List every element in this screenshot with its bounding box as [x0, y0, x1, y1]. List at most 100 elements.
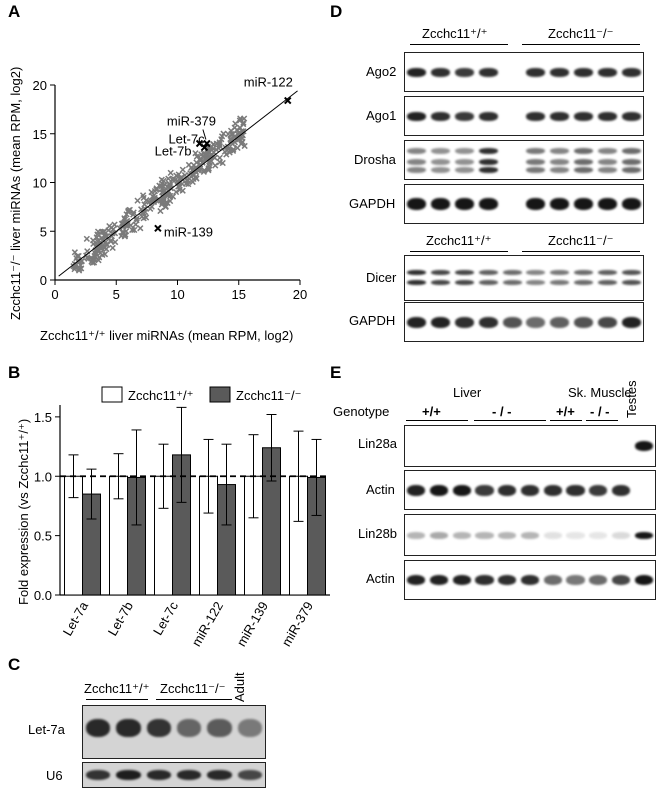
e-genotype-2: - / -	[492, 404, 512, 419]
scatter-point	[238, 135, 246, 142]
scatter-point	[228, 137, 235, 144]
blot-e-lin28a	[404, 425, 656, 467]
e-genotype-1: +/+	[422, 404, 441, 419]
highlight-label: miR-139	[164, 224, 213, 239]
blot-d-ago2	[404, 52, 644, 92]
scatter-point	[240, 115, 248, 122]
scatter-point	[241, 142, 248, 150]
scatter-point	[158, 201, 165, 208]
highlight-label: Let-7c	[168, 131, 205, 146]
c-row-let7a: Let-7a	[28, 722, 65, 737]
d-line-wt-bottom	[410, 251, 508, 252]
e-row-lin28a: Lin28a	[358, 436, 398, 451]
blot-d-gapdh-top	[404, 184, 644, 224]
bar-category-label: miR-379	[279, 599, 317, 649]
highlight-point	[284, 96, 292, 105]
e-row-actin-2: Actin	[366, 571, 395, 586]
scatter-point	[240, 121, 247, 128]
blot-e-actin-2	[404, 560, 656, 600]
scatter-point	[167, 169, 174, 177]
scatter-point	[108, 233, 115, 240]
scatter-point	[205, 167, 212, 174]
x-tick-label: 0	[51, 287, 58, 302]
highlight-label: miR-379	[167, 114, 216, 129]
panel-label-b: B	[8, 363, 21, 382]
blot-d-gapdh-bottom	[404, 302, 644, 342]
scatter-point	[111, 221, 118, 228]
d-group-wt-top: Zcchc11⁺/⁺	[422, 26, 488, 41]
legend-swatch	[101, 386, 123, 403]
scatter-point	[78, 265, 85, 272]
y-tick-label: 15	[33, 127, 47, 142]
scatter-point	[122, 228, 130, 235]
scatter-point	[191, 165, 198, 173]
scatter-point	[71, 249, 78, 256]
scatter-point	[184, 177, 192, 184]
highlight-point	[203, 139, 211, 148]
scatter-point	[179, 166, 186, 173]
d-row-ago2: Ago2	[366, 64, 397, 79]
scatter-point	[157, 207, 164, 215]
e-line-4	[586, 420, 618, 421]
blot-e-lin28b	[404, 514, 656, 556]
e-line-2	[474, 420, 546, 421]
e-genotype-label: Genotype	[333, 404, 390, 419]
e-tissue-muscle: Sk. Muscle	[568, 385, 632, 400]
scatter-point	[216, 141, 223, 148]
scatter-point	[166, 197, 174, 205]
d-group-ko-top: Zcchc11⁻/⁻	[548, 26, 614, 41]
scatter-point	[96, 254, 103, 261]
blot-c-u6	[82, 762, 266, 788]
scatter-point	[134, 197, 141, 204]
scatter-point	[89, 259, 96, 266]
e-row-lin28b: Lin28b	[358, 526, 398, 541]
x-tick-label: 20	[293, 287, 307, 302]
x-tick-label: 5	[113, 287, 120, 302]
d-line-wt-top	[410, 44, 508, 45]
scatter-point	[212, 162, 219, 169]
bar-category-label: miR-122	[189, 599, 227, 649]
scatter-point	[71, 266, 78, 273]
e-genotype-4: - / -	[590, 404, 610, 419]
scatter-point	[192, 150, 199, 157]
legend-label: Zcchc11⁺/⁺	[128, 388, 194, 403]
scatter-point	[219, 159, 226, 167]
y-tick-label: 20	[33, 78, 47, 93]
blot-d-drosha	[404, 140, 644, 180]
d-row-ago1: Ago1	[366, 108, 397, 123]
bar-y-tick-label: 0.5	[34, 529, 52, 544]
scatter-point	[153, 185, 160, 192]
scatter-point	[213, 146, 220, 153]
scatter-point	[216, 154, 223, 161]
e-line-3	[550, 420, 582, 421]
d-row-dicer: Dicer	[366, 270, 397, 285]
scatter-point	[197, 157, 204, 164]
bar-y-tick-label: 1.0	[34, 469, 52, 484]
y-tick-label: 5	[40, 224, 47, 239]
panel-label-d: D	[330, 2, 343, 21]
scatter-point	[206, 153, 214, 161]
panel-label-e: E	[330, 363, 342, 382]
e-genotype-3: +/+	[556, 404, 575, 419]
scatter-point	[220, 130, 227, 137]
scatter-point	[193, 159, 200, 166]
scatter-point	[101, 232, 108, 239]
scatter-point	[76, 265, 83, 272]
y-tick-label: 0	[40, 273, 47, 288]
scatter-point	[130, 211, 137, 218]
c-group-line-wt	[86, 699, 148, 700]
bar-y-axis-label: Fold expression (vs Zcchc11⁺/⁺)	[16, 419, 31, 605]
scatter-point	[167, 192, 174, 200]
scatter-point	[109, 244, 116, 252]
bar-category-label: Let-7b	[105, 599, 136, 638]
blot-e-actin-1	[404, 470, 656, 510]
legend-swatch	[209, 386, 231, 403]
scatter-point	[124, 208, 132, 216]
blot-c-let7a	[82, 705, 266, 759]
bar-y-tick-label: 1.5	[34, 410, 52, 425]
scatter-point	[121, 233, 128, 240]
scatter-point	[223, 147, 231, 154]
scatter-point	[103, 241, 110, 248]
scatter-point	[129, 226, 136, 234]
scatter-chart: 0 5 10 15 20 0 5 10 15 20 miR-122 miR-379 Let-7cLet…	[8, 67, 307, 343]
